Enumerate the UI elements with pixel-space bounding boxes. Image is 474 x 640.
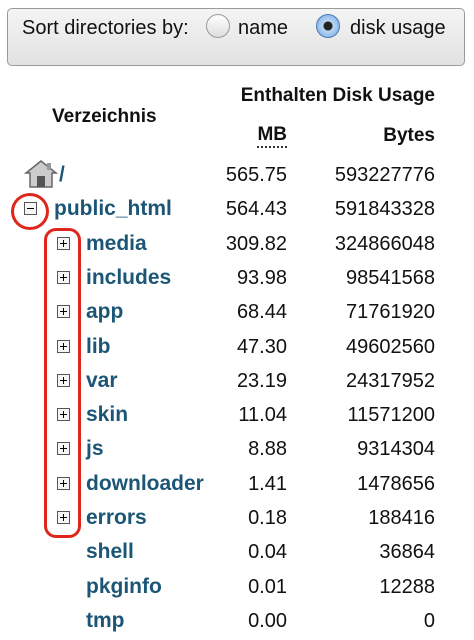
directory-link[interactable]: includes <box>86 265 172 289</box>
header-usage: Enthalten Disk Usage <box>240 85 435 106</box>
size-bytes: 11571200 <box>347 404 436 427</box>
toggle-plus[interactable] <box>57 305 70 319</box>
size-mb: 309.82 <box>225 232 287 255</box>
size-mb: 8.88 <box>248 438 287 461</box>
toggle-plus[interactable] <box>57 373 70 387</box>
header-directory: Verzeichnis <box>52 106 157 127</box>
toggle-plus[interactable] <box>57 270 70 284</box>
size-mb: 0.00 <box>248 609 287 632</box>
size-bytes: 1478656 <box>357 472 435 495</box>
size-mb: 565.75 <box>225 164 287 186</box>
highlight-box <box>44 228 81 538</box>
toggle-plus[interactable] <box>57 236 70 250</box>
directory-link[interactable]: tmp <box>86 608 125 632</box>
toggle-plus[interactable] <box>57 511 70 524</box>
size-bytes: 591843328 <box>334 198 435 221</box>
size-mb: 0.01 <box>248 575 287 598</box>
directory-link[interactable]: skin <box>86 403 129 427</box>
radio-name[interactable] <box>206 14 230 38</box>
size-bytes: 0 <box>423 609 435 632</box>
size-mb: 0.04 <box>248 541 287 564</box>
header-mb[interactable]: MB <box>257 124 287 148</box>
home-icon-svg <box>23 160 59 188</box>
directory-link[interactable]: pkginfo <box>86 574 162 598</box>
toggle-plus[interactable] <box>57 476 70 490</box>
sort-option[interactable]: disk usage <box>350 17 446 39</box>
toggle-plus[interactable] <box>57 339 70 353</box>
sort-label: Sort directories by: <box>22 17 189 39</box>
size-bytes: 324866048 <box>334 232 435 255</box>
size-bytes: 71761920 <box>346 301 435 324</box>
size-mb: 11.04 <box>238 404 287 427</box>
header-bytes[interactable]: Bytes <box>383 125 435 146</box>
sort-option[interactable]: name <box>238 17 289 39</box>
size-mb: 23.19 <box>236 369 287 392</box>
directory-link[interactable]: errors <box>86 506 147 529</box>
size-bytes: 98541568 <box>346 266 435 289</box>
directory-link[interactable]: js <box>86 437 104 461</box>
home-icon[interactable] <box>23 159 59 189</box>
size-bytes: 49602560 <box>346 335 435 358</box>
directory-link[interactable]: shell <box>86 540 134 564</box>
size-mb: 1.41 <box>248 472 287 495</box>
directory-link[interactable]: / <box>59 163 65 186</box>
size-bytes: 9314304 <box>357 438 435 461</box>
directory-link[interactable]: app <box>86 300 124 324</box>
toggle-plus[interactable] <box>57 408 70 422</box>
size-bytes: 12288 <box>379 575 435 598</box>
directory-link[interactable]: media <box>86 231 147 255</box>
size-bytes: 188416 <box>368 507 435 529</box>
size-mb: 0.18 <box>248 507 287 529</box>
size-bytes: 593227776 <box>334 164 435 186</box>
size-mb: 47.30 <box>236 335 287 358</box>
size-mb: 564.43 <box>225 198 287 221</box>
highlight-circle <box>11 193 49 230</box>
size-mb: 93.98 <box>236 266 287 289</box>
directory-link[interactable]: downloader <box>86 471 204 495</box>
toggle-plus[interactable] <box>57 442 70 456</box>
directory-link[interactable]: public_html <box>54 197 172 221</box>
radio-disk-usage[interactable] <box>316 14 340 38</box>
size-mb: 68.44 <box>236 301 287 324</box>
directory-link[interactable]: var <box>86 368 118 392</box>
size-bytes: 36864 <box>379 541 435 564</box>
directory-link[interactable]: lib <box>86 334 111 358</box>
size-bytes: 24317952 <box>346 369 435 392</box>
sort-panel <box>7 8 465 66</box>
